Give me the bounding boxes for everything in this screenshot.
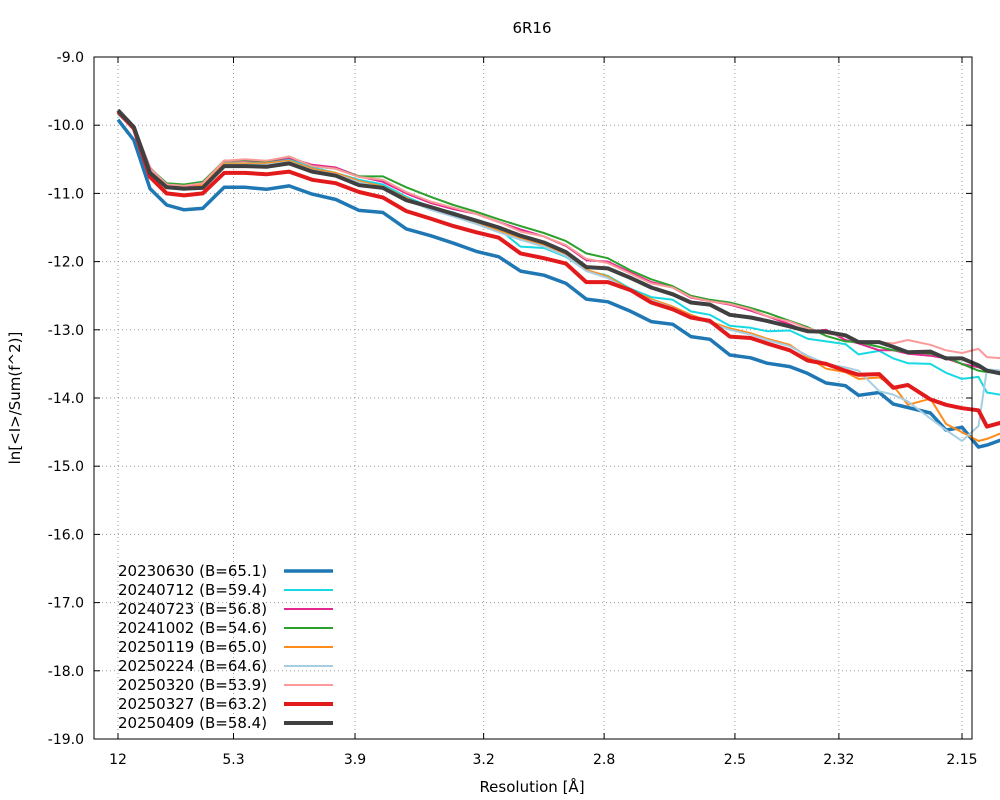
x-axis-title: Resolution [Å]: [479, 777, 584, 796]
y-tick-label: -14.0: [48, 391, 84, 407]
axis-ticks: -9.0 -10.0 -11.0 -12.0 -13.0 -14.0 -15.0 -16.0 -…: [48, 50, 978, 768]
x-tick-label: 3.9: [344, 752, 366, 768]
legend-label-5: 20250119 (B=65.0): [118, 638, 267, 656]
y-tick-label: -12.0: [48, 255, 84, 271]
series-line-9: [116, 108, 1000, 376]
x-tick-label: 12: [109, 752, 127, 768]
y-tick-label: -18.0: [48, 664, 84, 680]
y-tick-label: -15.0: [48, 459, 84, 475]
series-line-5: [117, 110, 1000, 442]
series-line-4: [117, 112, 1000, 374]
series-line-8: [116, 110, 1000, 429]
legend-label-3: 20240723 (B=56.8): [118, 600, 267, 618]
series-line-1: [117, 113, 1000, 396]
legend-label-0: 20230630 (B=65.1): [118, 562, 267, 580]
x-tick-label: 3.2: [473, 752, 495, 768]
x-tick-label: 2.32: [823, 752, 854, 768]
legend-label-8: 20250327 (B=63.2): [118, 695, 267, 713]
series-line-0: [116, 118, 1000, 449]
legend-label-1: 20240712 (B=59.4): [118, 581, 267, 599]
y-tick-label: -16.0: [48, 527, 84, 543]
y-tick-label: -17.0: [48, 596, 84, 612]
series-line-7: [117, 110, 1000, 360]
chart-title: 6R16: [512, 19, 551, 37]
x-tick-label: 2.15: [946, 752, 977, 768]
y-axis-title: ln[<I>/Sum(f^2)]: [6, 332, 24, 465]
y-tick-label: -19.0: [48, 732, 84, 748]
legend-label-7: 20250320 (B=53.9): [118, 676, 267, 694]
y-tick-label: -11.0: [48, 186, 84, 202]
x-tick-label: 2.5: [724, 752, 746, 768]
legend-label-9: 20250409 (B=58.4): [118, 714, 267, 732]
legend-label-4: 20241002 (B=54.6): [118, 619, 267, 637]
x-tick-label: 5.3: [222, 752, 244, 768]
x-tick-label: 2.8: [593, 752, 615, 768]
y-tick-label: -9.0: [57, 50, 84, 66]
series-lines: [116, 108, 1000, 449]
grid-lines: [94, 57, 972, 739]
y-tick-label: -10.0: [48, 118, 84, 134]
legend-label-6: 20250224 (B=64.6): [118, 657, 267, 675]
y-tick-label: -13.0: [48, 323, 84, 339]
legend: 20230630 (B=65.1)20240712 (B=59.4)202407…: [118, 562, 333, 732]
